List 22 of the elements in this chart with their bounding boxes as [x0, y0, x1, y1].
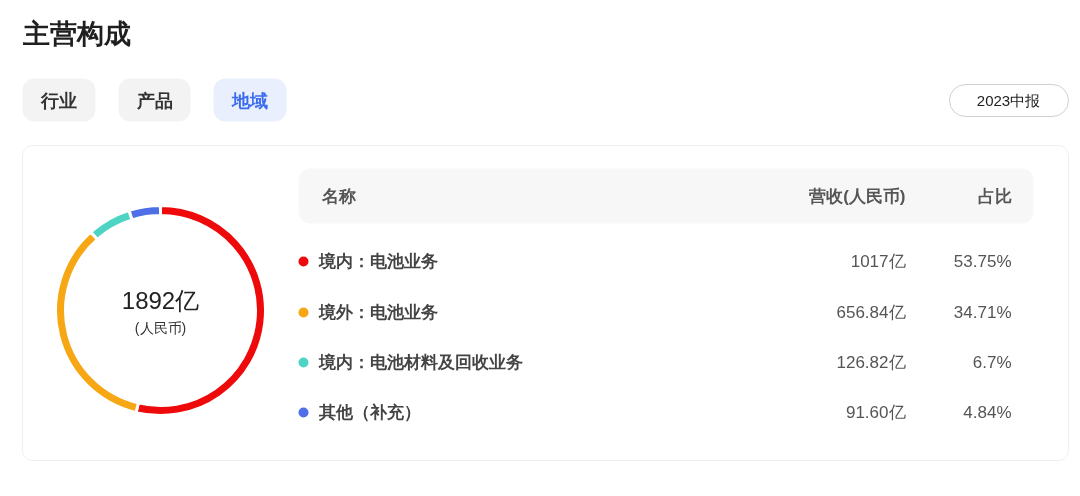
- data-label: 1017亿: [850, 252, 906, 271]
- text: 产品: [135, 90, 173, 111]
- text: (人民币): [134, 319, 187, 336]
- text: 占比: [977, 187, 1012, 206]
- text: 4.84%: [963, 403, 1012, 422]
- text: 2023中报: [976, 92, 1041, 109]
- data-label: 656.84亿: [836, 303, 906, 322]
- text: 地域: [231, 90, 268, 111]
- text: 名称: [320, 187, 356, 206]
- text: 1892亿: [121, 287, 200, 314]
- text: 营收(人民币): [808, 187, 906, 206]
- chart-title: 主营构成: [21, 18, 131, 49]
- legend-label: 其他（补充）: [317, 403, 421, 422]
- text: 34.71%: [953, 303, 1012, 322]
- text: 6.7%: [972, 353, 1012, 372]
- legend-label: 境外：电池业务: [317, 303, 438, 322]
- legend-label: 境内：电池材料及回收业务: [317, 353, 523, 372]
- text: 53.75%: [953, 252, 1012, 271]
- data-label: 126.82亿: [836, 353, 906, 372]
- text: 行业: [40, 90, 77, 111]
- legend-label: 境内：电池业务: [317, 252, 438, 271]
- data-label: 91.60亿: [845, 403, 906, 422]
